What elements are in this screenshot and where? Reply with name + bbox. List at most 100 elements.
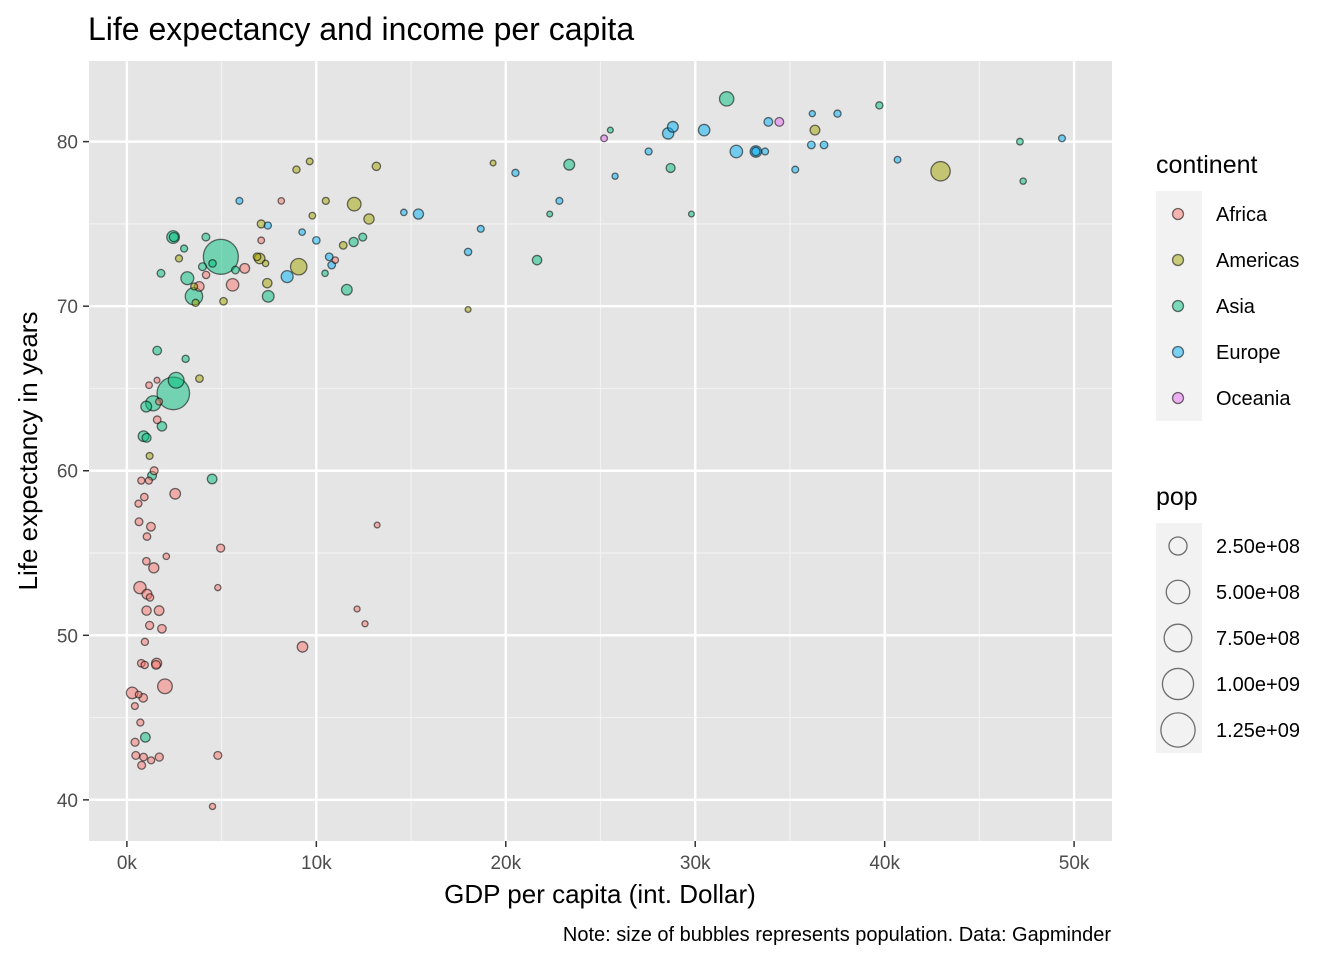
legend-continent: Africa Americas Asia Europe Oceania: [1156, 191, 1299, 421]
legend-continent-label: Asia: [1216, 296, 1256, 318]
data-bubble: [157, 678, 173, 695]
data-bubble: [169, 487, 182, 500]
data-bubble: [252, 252, 262, 262]
data-bubble: [180, 271, 195, 286]
data-bubble: [476, 224, 485, 233]
y-tick-label: 40: [57, 791, 78, 812]
data-bubble: [152, 345, 163, 356]
data-bubble: [819, 140, 829, 150]
data-bubble: [181, 354, 190, 364]
data-bubble: [606, 126, 614, 134]
data-bubble: [208, 802, 217, 811]
data-bubble: [511, 168, 520, 178]
data-bubble: [1015, 137, 1024, 146]
data-bubble: [774, 116, 785, 127]
legend-continent-key: [1171, 345, 1185, 359]
data-bubble: [563, 158, 576, 171]
data-bubble: [324, 252, 334, 262]
data-bubble: [763, 116, 774, 127]
x-axis-title: GDP per capita (int. Dollar): [444, 879, 756, 909]
data-bubble: [1057, 134, 1067, 143]
data-bubble: [331, 256, 340, 264]
data-bubble: [261, 289, 275, 303]
data-bubble: [142, 532, 152, 541]
data-bubble: [361, 620, 369, 628]
chart-title: Life expectancy and income per capita: [88, 11, 634, 47]
data-bubble: [167, 371, 185, 389]
data-bubble: [687, 210, 695, 218]
legend-continent-key: [1171, 207, 1185, 221]
data-bubble: [219, 296, 228, 306]
y-axis: 40 50 60 70 80: [57, 133, 89, 812]
data-bubble: [806, 140, 816, 150]
data-bubble: [214, 583, 222, 592]
legend-pop-key: [1165, 579, 1191, 605]
data-bubble: [148, 562, 160, 574]
data-bubble: [346, 196, 362, 212]
data-bubble: [141, 605, 152, 616]
data-bubble: [463, 247, 473, 257]
x-axis: 0k 10k 20k 30k 40k 50k: [117, 841, 1090, 874]
data-bubble: [809, 124, 821, 136]
data-bubble: [296, 640, 309, 653]
data-bubble: [321, 269, 329, 278]
data-bubble: [130, 701, 139, 711]
y-tick-label: 70: [57, 297, 78, 318]
data-bubble: [146, 756, 156, 765]
data-bubble: [358, 232, 368, 242]
major-gridlines: [89, 61, 1112, 841]
data-bubble: [292, 165, 301, 174]
data-bubble: [665, 162, 676, 174]
data-bubble: [399, 208, 408, 217]
legend-pop-label: 7.50e+08: [1216, 628, 1300, 650]
legend-continent-title: continent: [1156, 151, 1258, 179]
legend-continent-key: [1171, 299, 1185, 313]
x-tick-label: 30k: [680, 853, 711, 874]
data-bubble: [373, 521, 381, 529]
data-bubble: [893, 155, 902, 164]
data-bubble: [1019, 177, 1027, 185]
legend-continent-label: Oceania: [1216, 388, 1291, 410]
data-bubble: [155, 397, 164, 406]
data-bubble: [611, 172, 619, 180]
data-bubble: [791, 165, 800, 174]
data-bubble: [305, 157, 314, 166]
data-bubble: [412, 208, 425, 220]
data-bubble: [139, 752, 149, 762]
bubble-layer: [125, 91, 1067, 811]
y-tick-label: 80: [57, 133, 78, 154]
data-bubble: [263, 221, 273, 230]
data-bubble: [162, 552, 171, 561]
data-bubble: [875, 101, 884, 110]
data-bubble: [130, 737, 140, 747]
data-bubble: [190, 282, 199, 291]
legend-pop-label: 1.00e+09: [1216, 674, 1300, 696]
data-bubble: [298, 228, 307, 237]
data-bubble: [363, 213, 375, 225]
data-bubble: [697, 123, 711, 137]
data-bubble: [718, 91, 735, 107]
data-bubble: [174, 254, 184, 263]
x-tick-label: 50k: [1059, 853, 1090, 874]
x-tick-label: 40k: [869, 853, 900, 874]
data-bubble: [136, 718, 145, 727]
data-bubble: [311, 235, 321, 245]
data-bubble: [235, 196, 244, 205]
data-bubble: [137, 476, 146, 485]
data-bubble: [168, 231, 180, 243]
legend-continent-key: [1171, 391, 1185, 405]
data-bubble: [644, 147, 653, 156]
chart-caption: Note: size of bubbles represents populat…: [563, 924, 1111, 946]
legend-pop-key: [1168, 536, 1188, 556]
data-bubble: [201, 232, 211, 242]
legend-continent-label: Americas: [1216, 250, 1299, 272]
data-bubble: [151, 659, 162, 670]
data-bubble: [144, 620, 155, 631]
legend-continent-label: Europe: [1216, 342, 1281, 364]
data-bubble: [489, 159, 497, 167]
data-bubble: [348, 236, 359, 248]
data-bubble: [139, 731, 151, 743]
data-bubble: [134, 690, 143, 699]
y-axis-title: Life expectancy in years: [13, 312, 43, 591]
legend-pop-key: [1161, 667, 1195, 701]
